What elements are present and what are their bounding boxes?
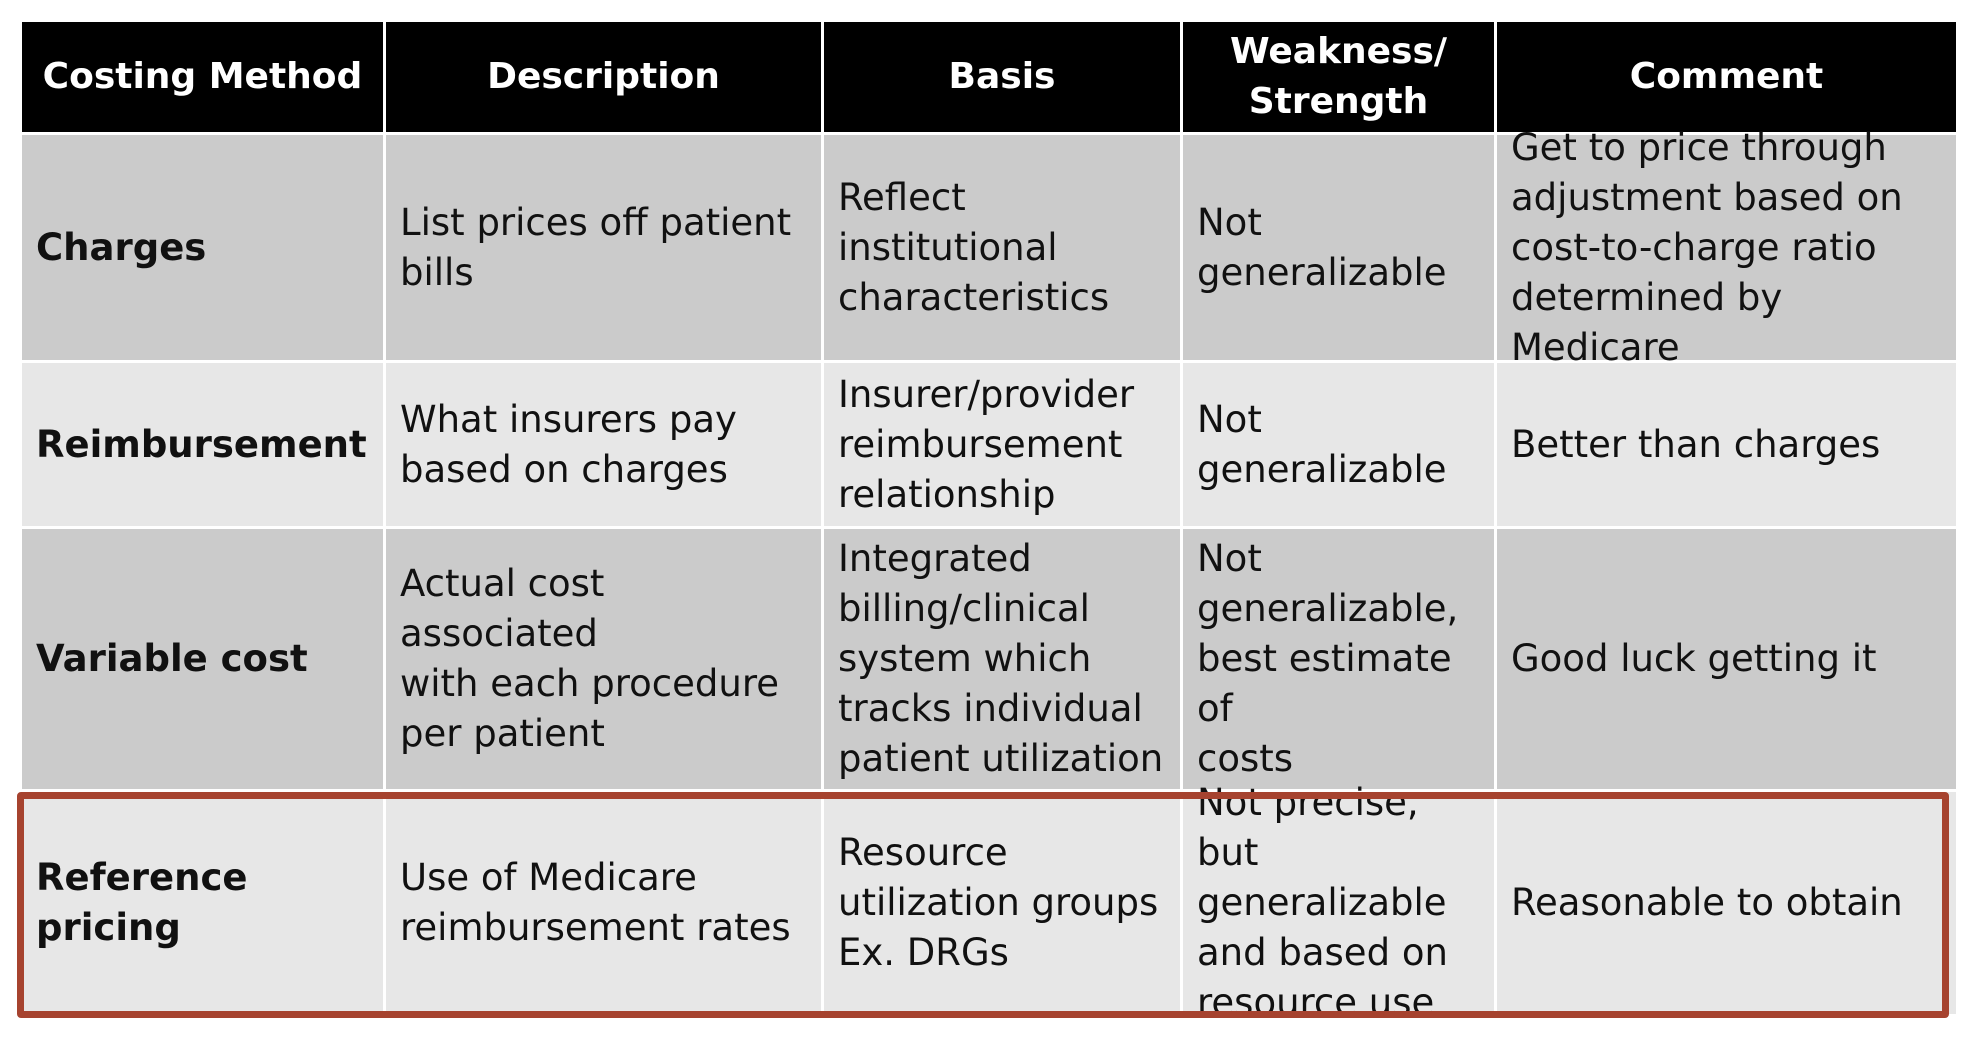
table-cell-description: Actual cost associated with each procedu… <box>386 529 821 789</box>
header-costing-method: Costing Method <box>22 22 383 132</box>
cell-text: Better than charges <box>1511 422 1881 466</box>
header-label: Weakness/ Strength <box>1229 31 1448 122</box>
cell-text: Not generalizable <box>1197 397 1447 491</box>
cell-text: Get to price through adjustment based on… <box>1511 125 1903 369</box>
cell-text: Integrated billing/clinical system which… <box>838 537 1164 780</box>
cell-text: Use of Medicare reimbursement rates <box>400 856 791 949</box>
table-cell-method: Charges <box>22 135 383 360</box>
header-description: Description <box>386 22 821 132</box>
cell-text: Variable cost <box>36 637 308 680</box>
header-basis: Basis <box>824 22 1180 132</box>
table-cell-basis: Integrated billing/clinical system which… <box>824 529 1180 789</box>
header-weakness-strength: Weakness/ Strength <box>1183 22 1494 132</box>
cell-text: Reasonable to obtain <box>1511 881 1903 924</box>
table-cell-weakness: Not generalizable <box>1183 363 1494 526</box>
table-cell-weakness: Not precise, but generalizable and based… <box>1183 781 1494 1024</box>
cell-text: Charges <box>36 225 207 269</box>
cell-text: What insurers pay based on charges <box>400 397 737 491</box>
cell-text: Actual cost associated with each procedu… <box>400 562 779 755</box>
table-cell-description: Use of Medicare reimbursement rates <box>386 792 821 1014</box>
cell-text: Reference pricing <box>36 856 248 949</box>
table-cell-weakness: Not generalizable, best estimate of cost… <box>1183 529 1494 789</box>
cell-text: Reimbursement <box>36 422 367 466</box>
table-cell-comment: Better than charges <box>1497 363 1956 526</box>
cell-text: Good luck getting it <box>1511 637 1877 680</box>
costing-methods-table: Costing Method Description Basis Weaknes… <box>22 22 1956 1024</box>
table-cell-description: What insurers pay based on charges <box>386 363 821 526</box>
table-cell-comment: Reasonable to obtain <box>1497 792 1956 1014</box>
cell-text: List prices off patient bills <box>400 200 792 294</box>
cell-text: Insurer/provider reimbursement relations… <box>838 372 1135 516</box>
header-label: Costing Method <box>42 56 363 97</box>
cell-text: Not generalizable, best estimate of cost… <box>1197 537 1459 780</box>
header-label: Basis <box>948 56 1056 97</box>
table-cell-description: List prices off patient bills <box>386 135 821 360</box>
header-label: Comment <box>1629 56 1824 97</box>
table-cell-comment: Good luck getting it <box>1497 529 1956 789</box>
cell-text: Not precise, but generalizable and based… <box>1197 781 1448 1024</box>
cell-text: Not generalizable <box>1197 200 1447 294</box>
cell-text: Resource utilization groups Ex. DRGs <box>838 831 1159 974</box>
header-label: Description <box>487 56 720 97</box>
header-comment: Comment <box>1497 22 1956 132</box>
table-cell-basis: Reflect institutional characteristics <box>824 135 1180 360</box>
table-cell-method: Reimbursement <box>22 363 383 526</box>
table-cell-weakness: Not generalizable <box>1183 135 1494 360</box>
table-cell-method: Variable cost <box>22 529 383 789</box>
table-cell-basis: Resource utilization groups Ex. DRGs <box>824 792 1180 1014</box>
cell-text: Reflect institutional characteristics <box>838 175 1110 319</box>
table-cell-method: Reference pricing <box>22 792 383 1014</box>
table-cell-comment: Get to price through adjustment based on… <box>1497 126 1956 369</box>
table-cell-basis: Insurer/provider reimbursement relations… <box>824 363 1180 526</box>
